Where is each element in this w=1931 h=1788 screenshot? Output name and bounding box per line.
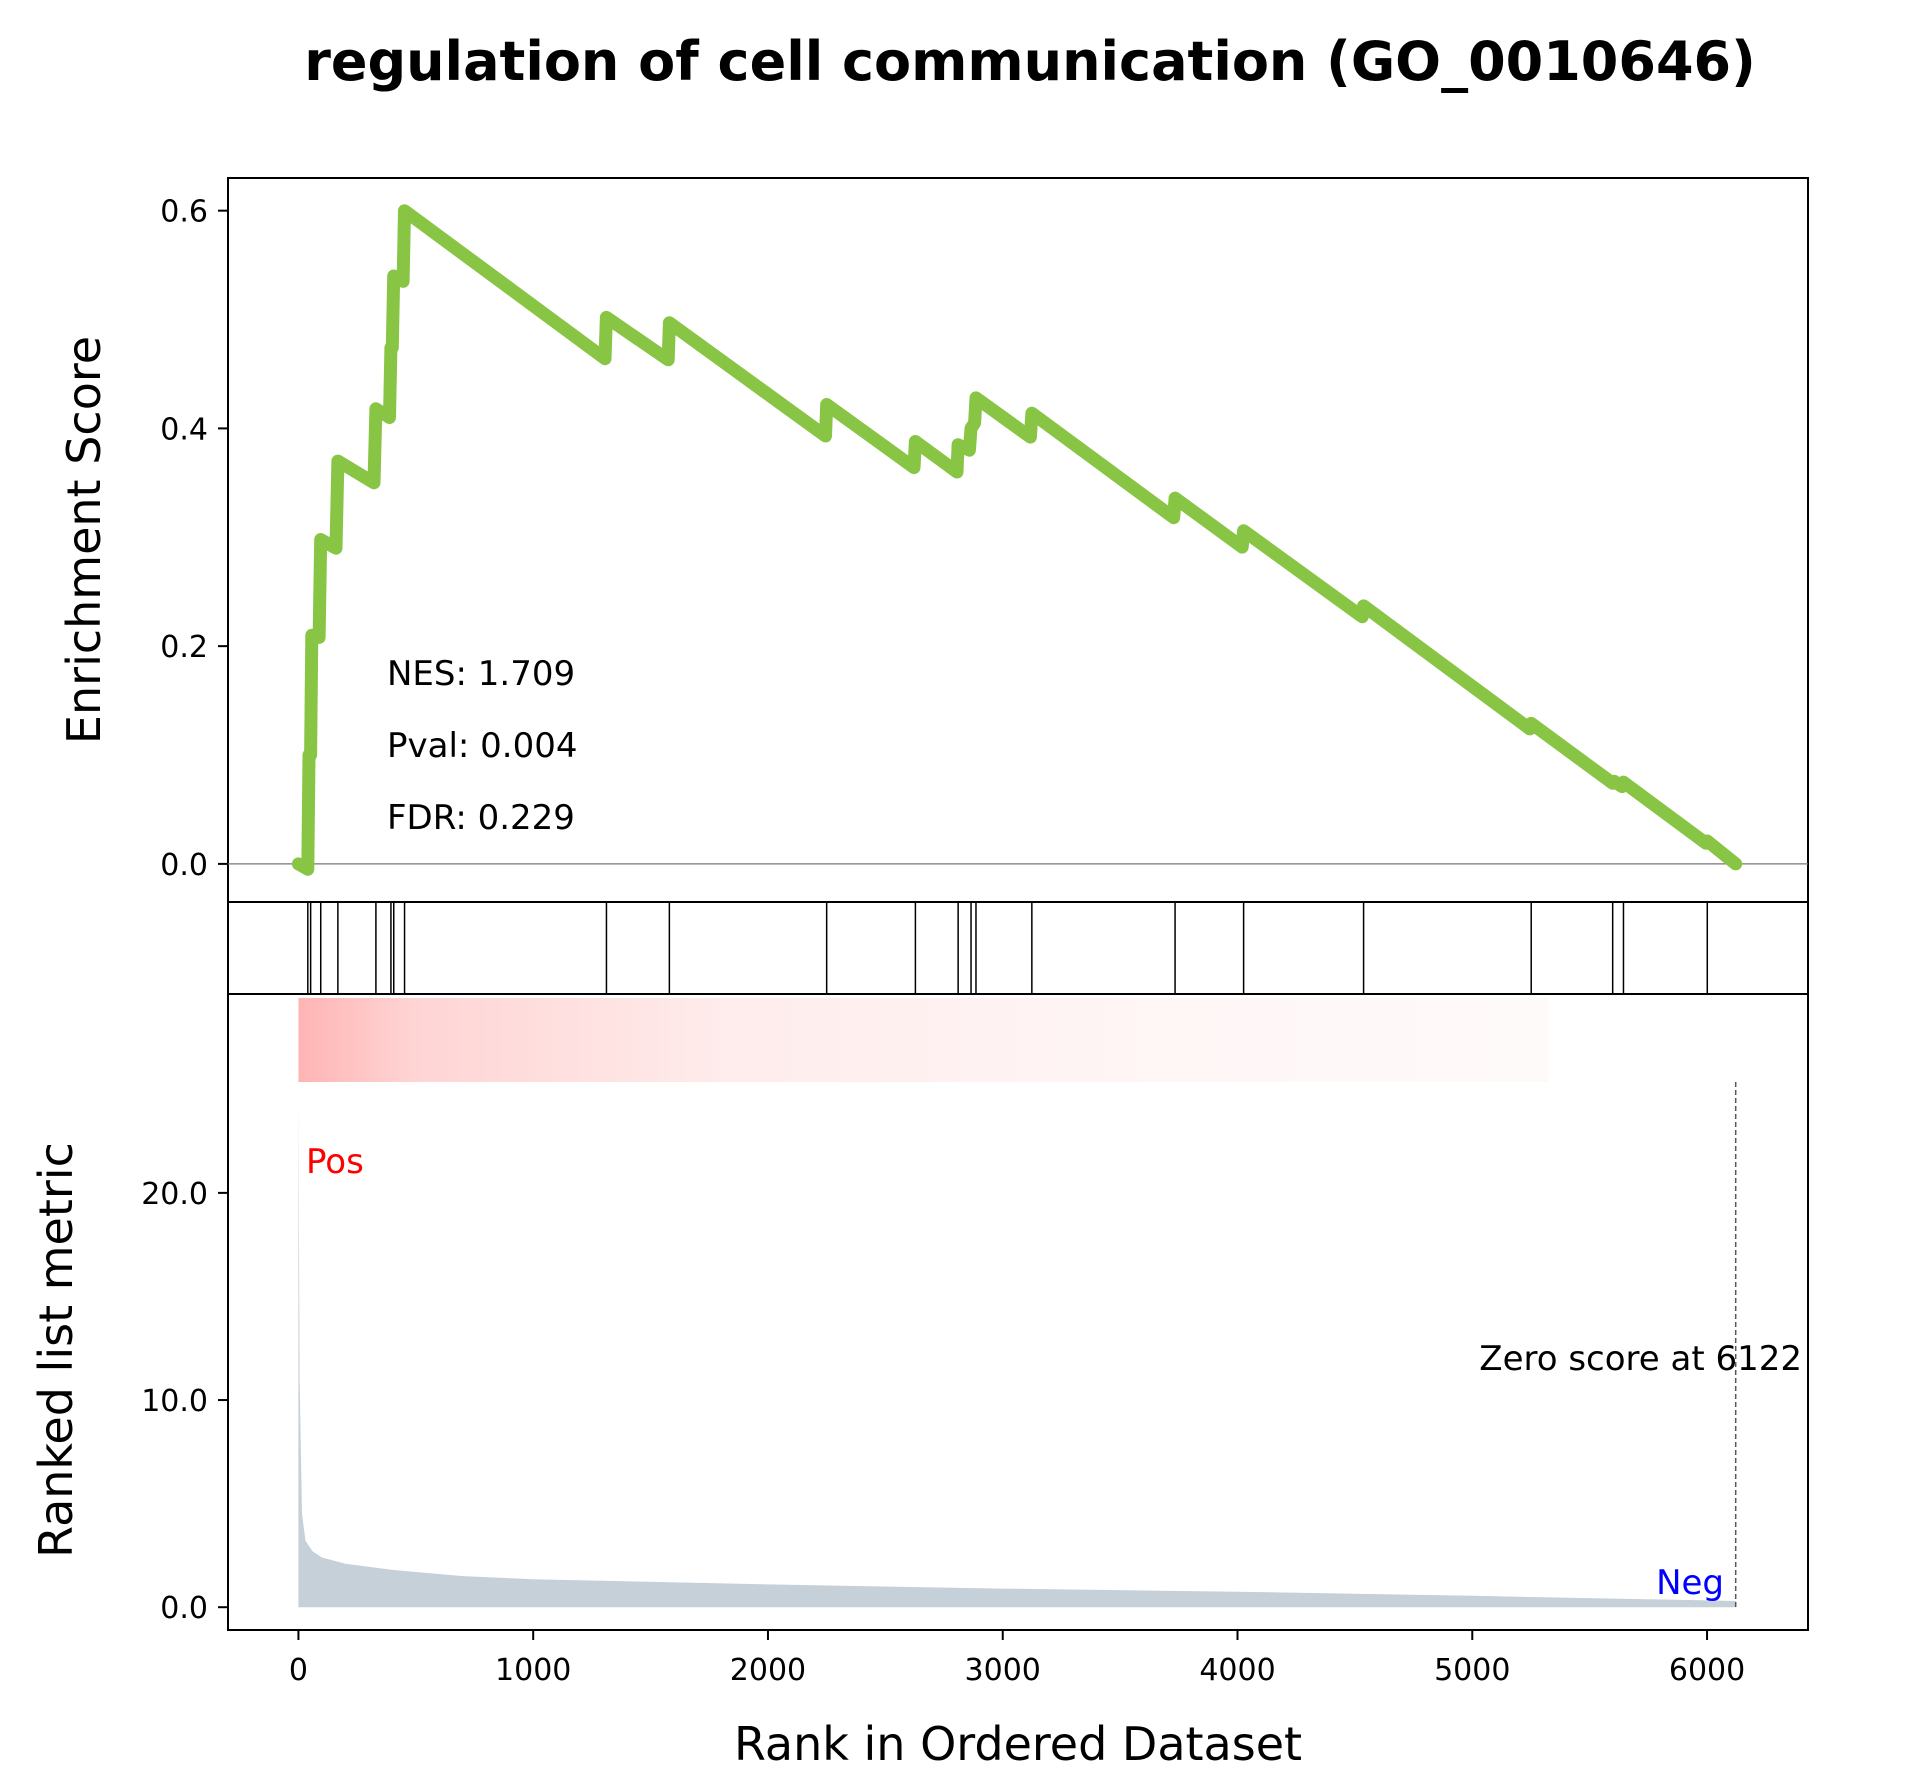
zero-score-annotation: Zero score at 6122 [1479,1339,1802,1379]
ranked-metric-panel: 0.0 10.0 20.0 Pos Neg Zero score at 6122 R… [29,993,1809,1631]
es-y-axis-label: Enrichment Score [57,336,111,744]
nes-annotation: NES: 1.709 [387,654,575,694]
ranked-heatmap-bar [298,998,1736,1082]
es-y-ticks: 0.0 0.2 0.4 0.6 [160,195,228,883]
rank-y-tick-label: 10.0 [141,1384,208,1419]
x-tick-label: 1000 [495,1653,571,1688]
x-axis-label: Rank in Ordered Dataset [734,1717,1302,1771]
x-tick-label: 6000 [1669,1653,1745,1688]
x-ticks: 0 1000 2000 3000 4000 5000 6000 [289,1630,1745,1688]
es-y-tick-label: 0.2 [160,630,208,665]
pval-annotation: Pval: 0.004 [387,726,578,766]
fdr-annotation: FDR: 0.229 [387,798,575,838]
x-tick-label: 2000 [730,1653,806,1688]
x-tick-label: 3000 [965,1653,1041,1688]
enrichment-score-panel: 0.0 0.2 0.4 0.6 NES: 1.709 Pval: 0.004 FDR:… [57,177,1809,903]
es-series-line [291,204,1743,876]
rank-y-axis-label: Ranked list metric [29,1142,83,1558]
rank-y-tick-label: 0.0 [160,1591,208,1626]
hits-panel [227,901,1809,995]
x-tick-label: 5000 [1434,1653,1510,1688]
es-y-tick-label: 0.4 [160,412,208,447]
x-tick-label: 0 [289,1653,308,1688]
rank-y-tick-label: 20.0 [141,1177,208,1212]
rank-y-ticks: 0.0 10.0 20.0 [141,1177,228,1626]
rank-axes-frame [227,993,1809,1631]
hit-lines [307,902,1709,994]
neg-label: Neg [1656,1563,1724,1603]
es-y-tick-label: 0.0 [160,848,208,883]
pos-label: Pos [306,1142,364,1182]
es-axes-frame [227,177,1809,903]
x-tick-label: 4000 [1199,1653,1275,1688]
hits-axes-frame [227,901,1809,995]
chart-title: regulation of cell communication (GO_001… [304,30,1756,93]
es-y-tick-label: 0.6 [160,195,208,230]
